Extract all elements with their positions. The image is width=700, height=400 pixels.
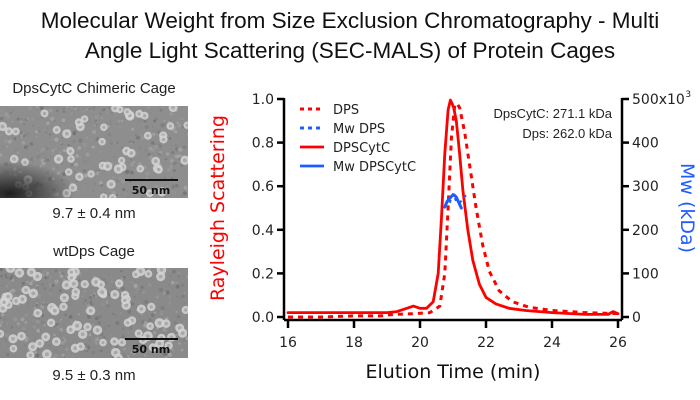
series-mw-dps bbox=[448, 193, 467, 204]
series-dps bbox=[288, 101, 619, 319]
legend-label: Mw DPS bbox=[333, 122, 385, 137]
y2-tick-label: 0 bbox=[632, 310, 641, 326]
size-dpscytc: 9.7 ± 0.4 nm bbox=[52, 205, 136, 222]
y2-tick-label: 200 bbox=[632, 223, 659, 239]
panel-label-dpscytc: DpsCytC Chimeric Cage bbox=[12, 80, 176, 97]
y-tick-label: 1.0 bbox=[252, 92, 274, 108]
y-tick-label: 0.6 bbox=[252, 179, 274, 195]
protein-cage-particle bbox=[114, 353, 123, 358]
page-title: Molecular Weight from Size Exclusion Chr… bbox=[0, 6, 700, 66]
series-mw-dpscytc bbox=[443, 193, 463, 210]
y2-axis-label: Mw (kDa) bbox=[676, 163, 698, 253]
annotation-dpscytc-mw: DpsCytC: 271.1 kDa bbox=[494, 106, 613, 121]
protein-cage-particle bbox=[0, 329, 5, 338]
micrograph-dpscytc-image: 50 nm bbox=[0, 106, 188, 198]
legend-label: Mw DPSCytC bbox=[333, 160, 416, 175]
y-tick-label: 0.4 bbox=[252, 223, 274, 239]
annotation-dps-mw: Dps: 262.0 kDa bbox=[522, 126, 612, 141]
y-tick-label: 0.2 bbox=[252, 266, 274, 282]
x-tick-label: 20 bbox=[411, 335, 429, 351]
x-tick-label: 16 bbox=[279, 335, 297, 351]
legend-label: DPSCytC bbox=[333, 141, 390, 156]
x-axis-label: Elution Time (min) bbox=[366, 361, 541, 383]
scale-bar-label: 50 nm bbox=[132, 184, 170, 197]
y-tick-label: 0.0 bbox=[252, 310, 274, 326]
panel-label-wtdps: wtDps Cage bbox=[53, 243, 135, 260]
y-axis-label: Rayleigh Scattering bbox=[207, 115, 229, 301]
micrograph-wtdps-image: 50 nm bbox=[0, 268, 188, 358]
y2-tick-label: 400 bbox=[632, 136, 659, 152]
scale-bar-label: 50 nm bbox=[132, 343, 170, 356]
x-tick-label: 18 bbox=[345, 335, 363, 351]
title-line-1: Molecular Weight from Size Exclusion Chr… bbox=[40, 8, 660, 33]
x-tick-label: 26 bbox=[609, 335, 627, 351]
micrograph-wtdps: 50 nm bbox=[0, 268, 188, 358]
y2-tick-label: 500x10 bbox=[632, 92, 685, 108]
protein-cage-particle bbox=[5, 268, 16, 273]
y2-tick-label: 100 bbox=[632, 266, 659, 282]
x-tick-label: 24 bbox=[543, 335, 561, 351]
y2-tick-label: 300 bbox=[632, 179, 659, 195]
title-line-2: Angle Light Scattering (SEC-MALS) of Pro… bbox=[84, 38, 616, 63]
micrograph-dpscytc: 50 nm bbox=[0, 106, 188, 198]
size-wtdps: 9.5 ± 0.3 nm bbox=[52, 367, 136, 384]
y-tick-label: 0.8 bbox=[252, 136, 274, 152]
x-tick-label: 22 bbox=[477, 335, 495, 351]
series-dpscytc bbox=[286, 98, 620, 316]
y2-exponent-label: 3 bbox=[685, 90, 691, 100]
legend-label: DPS bbox=[333, 103, 359, 118]
